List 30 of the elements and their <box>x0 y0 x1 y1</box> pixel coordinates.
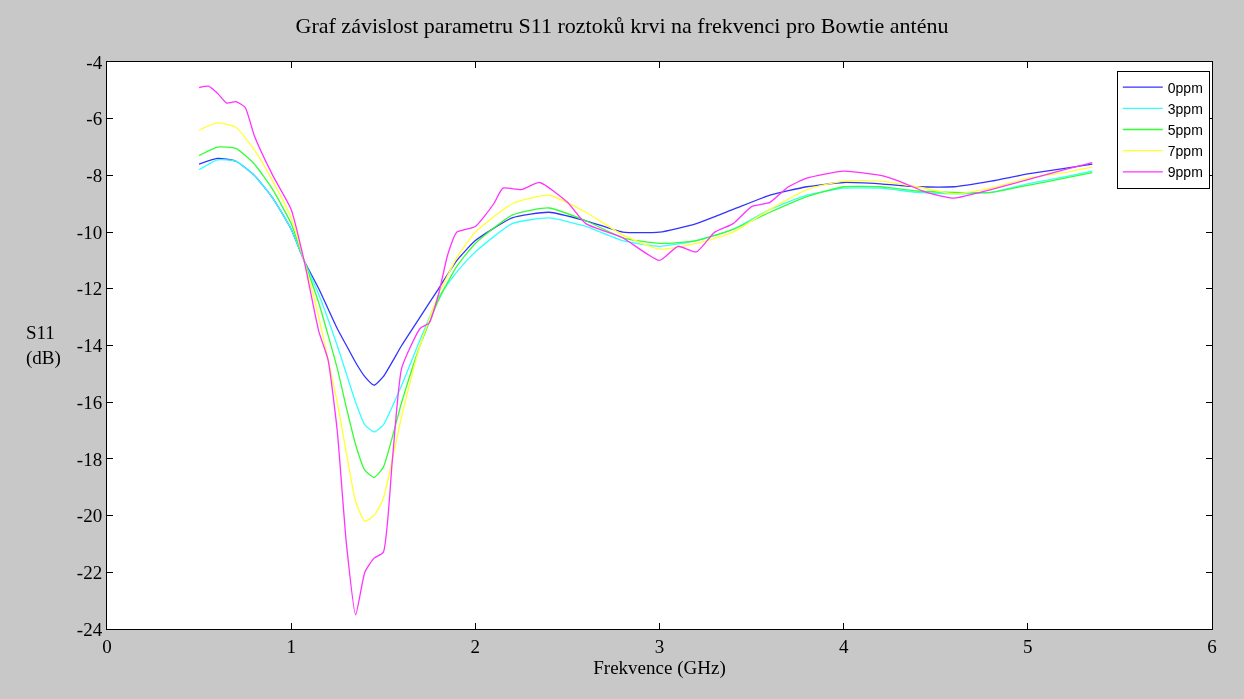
x-axis-title: Frekvence (GHz) <box>593 656 726 679</box>
line-series <box>198 85 1093 616</box>
y-tick-label: -10 <box>76 221 103 243</box>
legend-label: 5ppm <box>1167 121 1203 138</box>
x-tick-label: 2 <box>470 635 481 657</box>
chart-title: Graf závislost parametru S11 roztoků krvi na frekvenci pro Bowtie anténu <box>295 12 949 38</box>
x-tick-label: 3 <box>654 635 665 657</box>
x-tick-label: 1 <box>286 635 296 657</box>
x-tick-label: 4 <box>838 635 849 657</box>
y-tick-label: -24 <box>76 618 103 640</box>
legend-label: 9ppm <box>1167 164 1203 181</box>
y-tick-label: -18 <box>76 448 103 470</box>
x-tick-label: 0 <box>102 635 112 657</box>
line-series <box>198 122 1093 522</box>
legend-label: 7ppm <box>1167 143 1203 160</box>
y-tick-label: -8 <box>86 165 103 187</box>
y-tick-label: -16 <box>76 391 103 413</box>
line-series <box>198 146 1093 478</box>
y-tick-label: -4 <box>86 51 103 73</box>
y-axis-title: S11 (dB) <box>26 322 61 369</box>
y-tick-label: -22 <box>76 561 103 583</box>
line-series <box>198 158 1093 433</box>
legend-label: 0ppm <box>1167 79 1203 96</box>
y-tick-label: -6 <box>86 108 103 130</box>
legend-label: 3ppm <box>1167 100 1203 117</box>
y-tick-label: -20 <box>76 505 103 527</box>
y-tick-label: -12 <box>76 278 103 300</box>
y-tick-label: -14 <box>76 335 103 357</box>
x-tick-label: 6 <box>1207 635 1217 657</box>
x-tick-label: 5 <box>1023 635 1033 657</box>
